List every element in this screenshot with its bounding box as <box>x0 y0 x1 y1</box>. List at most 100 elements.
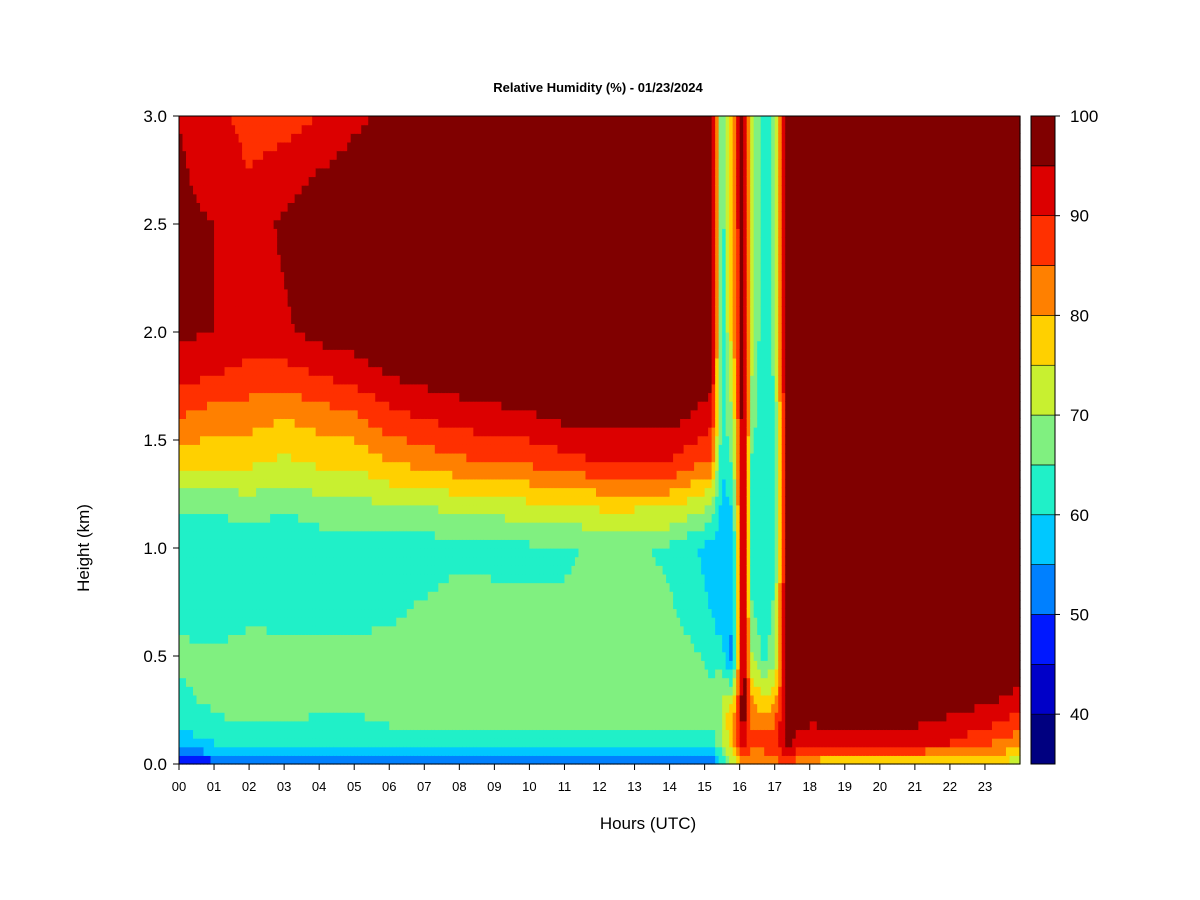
heatmap-cell <box>336 487 341 497</box>
heatmap-cell <box>301 167 306 178</box>
heatmap-cell <box>361 513 366 523</box>
heatmap-cell <box>256 116 261 126</box>
heatmap-cell <box>343 124 348 134</box>
heatmap-cell <box>357 634 362 644</box>
heatmap-cell <box>228 712 233 722</box>
heatmap-cell <box>242 271 247 281</box>
heatmap-cell <box>382 530 387 540</box>
heatmap-cell <box>245 366 250 376</box>
heatmap-cell <box>326 375 331 385</box>
heatmap-cell <box>298 150 303 160</box>
heatmap-cell <box>179 513 184 523</box>
heatmap-cell <box>231 202 236 212</box>
heatmap-cell <box>336 694 341 705</box>
heatmap-cell <box>385 582 390 592</box>
heatmap-cell <box>235 712 240 722</box>
heatmap-cell <box>210 427 215 437</box>
heatmap-cell <box>284 487 289 497</box>
heatmap-cell <box>217 720 222 731</box>
heatmap-cell <box>371 323 376 333</box>
heatmap-cell <box>266 254 271 264</box>
heatmap-cell <box>284 677 289 687</box>
heatmap-cell <box>207 435 212 445</box>
heatmap-cell <box>371 703 376 713</box>
heatmap-cell <box>364 176 369 186</box>
heatmap-cell <box>322 643 327 653</box>
heatmap-cell <box>214 254 219 264</box>
heatmap-cell <box>182 141 187 152</box>
heatmap-cell <box>368 141 373 152</box>
heatmap-cell <box>249 470 254 480</box>
heatmap-cell <box>403 677 408 687</box>
heatmap-cell <box>221 582 226 592</box>
heatmap-cell <box>270 686 275 696</box>
heatmap-cell <box>298 383 303 394</box>
heatmap-cell <box>287 254 292 264</box>
heatmap-cell <box>336 522 341 532</box>
heatmap-cell <box>193 262 198 273</box>
heatmap-cell <box>179 228 184 238</box>
heatmap-cell <box>340 452 345 463</box>
heatmap-cell <box>319 280 324 290</box>
heatmap-cell <box>259 202 264 212</box>
heatmap-cell <box>214 444 219 454</box>
heatmap-cell <box>336 159 341 169</box>
heatmap-cell <box>385 452 390 463</box>
heatmap-cell <box>273 375 278 385</box>
heatmap-cell <box>280 522 285 532</box>
heatmap-cell <box>389 332 394 342</box>
heatmap-cell <box>291 478 296 489</box>
heatmap-cell <box>326 573 331 584</box>
heatmap-cell <box>231 332 236 342</box>
heatmap-cell <box>319 548 324 558</box>
heatmap-cell <box>410 461 415 471</box>
heatmap-cell <box>347 401 352 411</box>
heatmap-cell <box>200 176 205 186</box>
heatmap-cell <box>396 712 401 722</box>
heatmap-cell <box>406 461 411 471</box>
heatmap-cell <box>301 262 306 273</box>
heatmap-cell <box>406 116 411 126</box>
heatmap-cell <box>343 746 348 756</box>
heatmap-cell <box>364 159 369 169</box>
heatmap-cell <box>389 202 394 212</box>
heatmap-cell <box>217 522 222 532</box>
heatmap-cell <box>203 478 208 489</box>
heatmap-cell <box>224 297 229 307</box>
heatmap-cell <box>273 746 278 756</box>
heatmap-cell <box>399 548 404 558</box>
heatmap-cell <box>375 366 380 376</box>
heatmap-cell <box>273 573 278 584</box>
heatmap-cell <box>217 288 222 299</box>
heatmap-cell <box>378 573 383 584</box>
heatmap-cell <box>277 608 282 618</box>
heatmap-cell <box>291 746 296 756</box>
heatmap-cell <box>186 323 191 333</box>
heatmap-cell <box>350 444 355 454</box>
heatmap-cell <box>189 185 194 195</box>
heatmap-cell <box>263 124 268 134</box>
heatmap-cell <box>375 461 380 471</box>
heatmap-cell <box>214 686 219 696</box>
heatmap-cell <box>235 271 240 281</box>
heatmap-cell <box>280 461 285 471</box>
heatmap-cell <box>284 530 289 540</box>
heatmap-cell <box>326 306 331 316</box>
heatmap-cell <box>217 548 222 558</box>
heatmap-cell <box>280 254 285 264</box>
heatmap-cell <box>273 694 278 705</box>
heatmap-cell <box>319 150 324 160</box>
heatmap-cell <box>228 522 233 532</box>
heatmap-cell <box>214 746 219 756</box>
heatmap-cell <box>385 271 390 281</box>
heatmap-cell <box>238 565 243 575</box>
heatmap-cell <box>214 496 219 506</box>
heatmap-cell <box>291 582 296 592</box>
heatmap-cell <box>305 686 310 696</box>
heatmap-cell <box>368 236 373 247</box>
heatmap-cell <box>259 340 264 350</box>
heatmap-cell <box>256 530 261 540</box>
heatmap-cell <box>406 236 411 247</box>
heatmap-cell <box>343 496 348 506</box>
heatmap-cell <box>280 548 285 558</box>
